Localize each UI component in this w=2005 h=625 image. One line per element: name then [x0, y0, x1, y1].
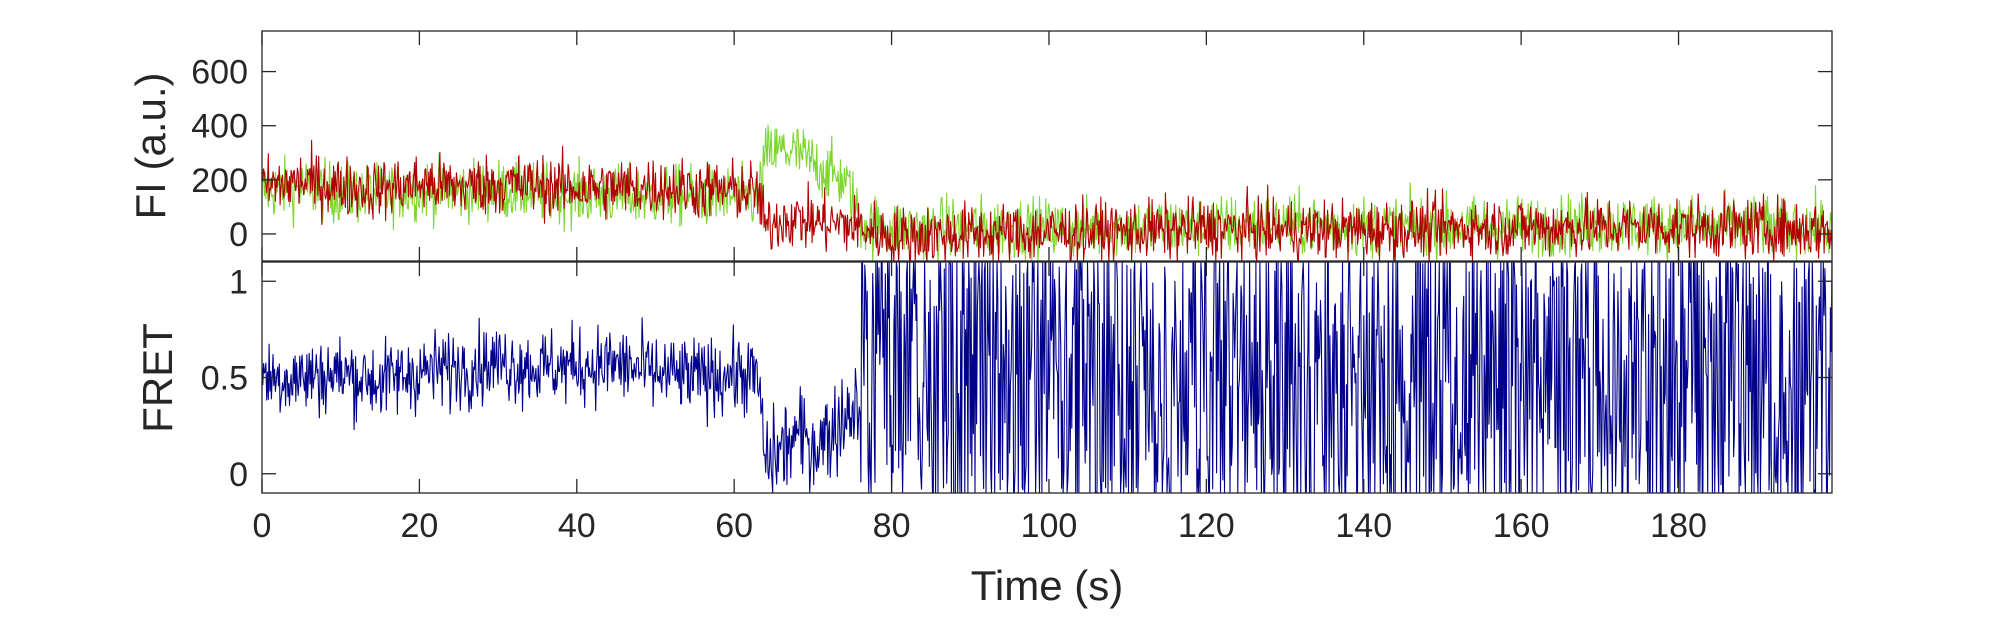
fret-series-1-line [261, 261, 1833, 494]
fluorescence-panel: 0 200 400 600 FI (a.u.) [127, 30, 1833, 262]
fl-series-1-line [261, 124, 1833, 262]
fl-series-2-line [261, 139, 1833, 262]
time-x-tick-label: 120 [1178, 507, 1235, 545]
time-x-tick-label: 140 [1335, 507, 1392, 545]
fluorescence-y-axis-label: FI (a.u.) [127, 72, 174, 219]
fret-y-axis-label: FRET [134, 323, 181, 433]
time-x-tick-label: 40 [558, 507, 596, 545]
fret-x-ticks: 0 20 40 60 80 100 120 140 160 180 [253, 262, 1707, 545]
fret-y-tick-label: 0 [229, 456, 248, 494]
fluorescence-y-ticks: 0 200 400 600 [191, 54, 1832, 254]
fret-y-tick-label: 1 [229, 263, 248, 301]
fl-y-tick-label: 200 [191, 162, 248, 200]
fluorescence-traces [261, 124, 1833, 262]
fluorescence-x-ticks [261, 31, 1680, 261]
time-x-tick-label: 180 [1650, 507, 1707, 545]
time-x-tick-label: 60 [715, 507, 753, 545]
fl-y-tick-label: 400 [191, 108, 248, 146]
fl-y-tick-label: 600 [191, 54, 248, 92]
fluorescence-axes-box [261, 30, 1833, 262]
time-x-tick-label: 80 [873, 507, 911, 545]
fl-y-tick-label: 0 [229, 216, 248, 254]
time-x-tick-label: 20 [400, 507, 438, 545]
fret-traces [261, 261, 1833, 494]
time-x-axis-label: Time (s) [971, 562, 1123, 609]
fret-y-ticks: 00.51 [201, 263, 1832, 494]
fret-y-tick-label: 0.5 [201, 360, 248, 398]
time-x-tick-label: 100 [1021, 507, 1078, 545]
time-x-tick-label: 160 [1493, 507, 1550, 545]
time-x-tick-label: 0 [253, 507, 272, 545]
fret-panel: 00.51 0 20 40 60 80 100 120 140 160 180 FRET Time… [134, 261, 1833, 609]
